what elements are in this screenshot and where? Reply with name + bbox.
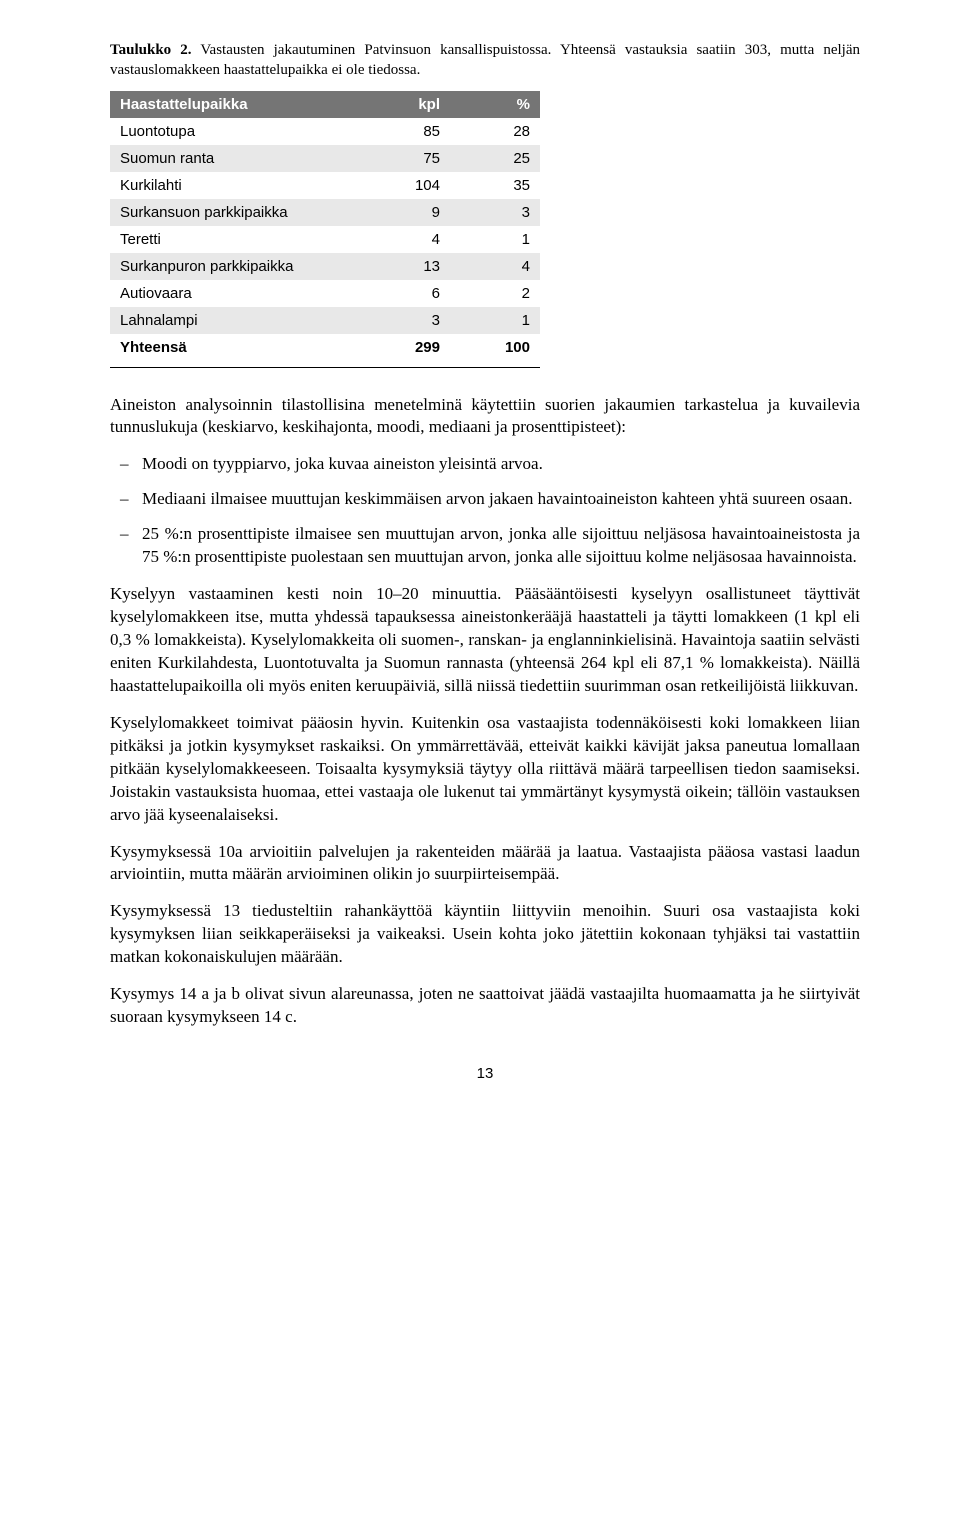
table-total-row: Yhteensä 299 100 [110,334,540,361]
table-row: Suomun ranta 75 25 [110,145,540,172]
table-row: Teretti 4 1 [110,226,540,253]
cell-total-label: Yhteensä [110,334,360,361]
cell-place: Autiovaara [110,280,360,307]
body-paragraph: Kysymyksessä 13 tiedusteltiin rahankäytt… [110,900,860,969]
cell-kpl: 75 [360,145,450,172]
cell-place: Kurkilahti [110,172,360,199]
intro-paragraph: Aineiston analysoinnin tilastollisina me… [110,394,860,440]
cell-kpl: 6 [360,280,450,307]
table-header-row: Haastattelupaikka kpl % [110,91,540,118]
table-row: Surkanpuron parkkipaikka 13 4 [110,253,540,280]
table-row: Lahnalampi 3 1 [110,307,540,334]
body-paragraph: Kyselyyn vastaaminen kesti noin 10–20 mi… [110,583,860,698]
cell-pct: 28 [450,118,540,145]
cell-pct: 4 [450,253,540,280]
cell-pct: 25 [450,145,540,172]
cell-place: Lahnalampi [110,307,360,334]
bullet-list: Moodi on tyyppiarvo, joka kuvaa aineisto… [110,453,860,569]
col-header-kpl: kpl [360,91,450,118]
cell-kpl: 13 [360,253,450,280]
data-table: Haastattelupaikka kpl % Luontotupa 85 28… [110,91,540,361]
table-row: Luontotupa 85 28 [110,118,540,145]
body-paragraph: Kyselylomakkeet toimivat pääosin hyvin. … [110,712,860,827]
table-row: Surkansuon parkkipaikka 9 3 [110,199,540,226]
table-caption: Taulukko 2. Vastausten jakautuminen Patv… [110,40,860,81]
table-bottom-rule [110,367,540,368]
cell-pct: 1 [450,307,540,334]
cell-kpl: 4 [360,226,450,253]
table-row: Autiovaara 6 2 [110,280,540,307]
cell-pct: 35 [450,172,540,199]
cell-place: Surkanpuron parkkipaikka [110,253,360,280]
caption-label: Taulukko 2. [110,42,192,58]
col-header-pct: % [450,91,540,118]
body-paragraph: Kysymyksessä 10a arvioitiin palvelujen j… [110,841,860,887]
list-item: Mediaani ilmaisee muuttujan keskimmäisen… [110,488,860,511]
cell-place: Teretti [110,226,360,253]
cell-kpl: 3 [360,307,450,334]
list-item: Moodi on tyyppiarvo, joka kuvaa aineisto… [110,453,860,476]
page-number: 13 [110,1065,860,1082]
cell-kpl: 9 [360,199,450,226]
caption-text: Vastausten jakautuminen Patvinsuon kansa… [110,42,860,78]
cell-place: Suomun ranta [110,145,360,172]
cell-total-kpl: 299 [360,334,450,361]
cell-pct: 1 [450,226,540,253]
cell-place: Luontotupa [110,118,360,145]
cell-kpl: 104 [360,172,450,199]
cell-kpl: 85 [360,118,450,145]
col-header-place: Haastattelupaikka [110,91,360,118]
table-row: Kurkilahti 104 35 [110,172,540,199]
page: Taulukko 2. Vastausten jakautuminen Patv… [0,0,960,1132]
cell-place: Surkansuon parkkipaikka [110,199,360,226]
cell-pct: 2 [450,280,540,307]
list-item: 25 %:n prosenttipiste ilmaisee sen muutt… [110,523,860,569]
cell-pct: 3 [450,199,540,226]
body-paragraph: Kysymys 14 a ja b olivat sivun alareunas… [110,983,860,1029]
cell-total-pct: 100 [450,334,540,361]
